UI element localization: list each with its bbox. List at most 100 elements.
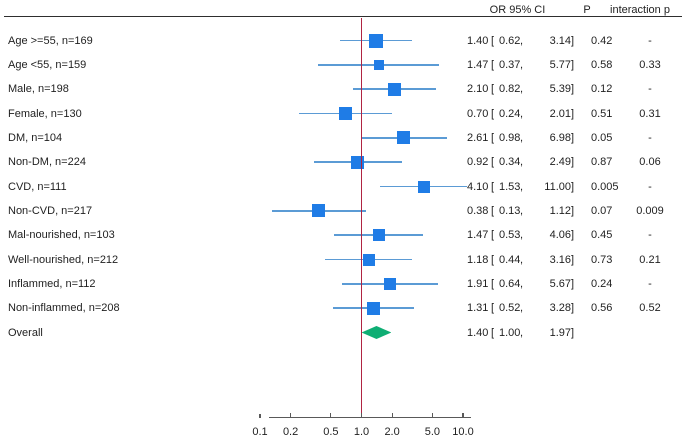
forest-row: Non-DM, n=224 0.92[0.34, 2.49] 0.87 0.06 (0, 150, 685, 174)
ci-bracket-open: [ (491, 204, 495, 217)
ci-bracket-open: [ (491, 34, 495, 47)
or-value: 1.40 (467, 34, 489, 47)
interaction-p-value: 0.31 (639, 107, 661, 120)
axis-tick (330, 412, 332, 419)
ci-bracket-open: [ (491, 58, 495, 71)
ci-bracket-close: ] (571, 253, 575, 266)
interaction-p-value: - (648, 131, 652, 144)
interaction-p-value: - (648, 229, 652, 242)
ci-bracket-open: [ (491, 180, 495, 193)
ci-high-value: 11.00 (544, 180, 571, 193)
or-value: 0.92 (467, 156, 489, 169)
ci-bracket-open: [ (491, 253, 495, 266)
ci-bracket-close: ] (571, 131, 575, 144)
or-square-marker (417, 180, 430, 193)
axis-tick-label: 2.0 (384, 426, 400, 438)
ci-low-value: 0.24 (499, 107, 521, 120)
ci-bracket-close: ] (571, 229, 575, 242)
ci-comma: , (520, 180, 524, 193)
ci-high-value: 2.01 (549, 107, 571, 120)
ci-bracket-close: ] (571, 277, 575, 290)
axis-tick (360, 412, 363, 419)
header-divider-line (4, 16, 682, 18)
ci-bracket-open: [ (491, 156, 495, 169)
ci-bracket-open: [ (491, 229, 495, 242)
axis-tick-label: 0.2 (282, 426, 299, 438)
ci-comma: , (520, 131, 524, 144)
forest-row: Female, n=130 0.70[0.24, 2.01] 0.51 0.31 (0, 102, 685, 126)
p-value: 0.45 (591, 229, 613, 242)
or-square-marker (339, 107, 353, 120)
or-value: 1.40 (467, 326, 489, 339)
axis-tick (431, 412, 433, 419)
axis-tick-label: 0.1 (252, 426, 268, 438)
row-label: Age >=55, n=169 (8, 34, 93, 47)
ci-comma: , (520, 253, 524, 266)
ci-bracket-close: ] (571, 180, 575, 193)
interaction-p-value: 0.21 (639, 253, 661, 266)
ci-high-value: 5.77 (549, 58, 571, 71)
row-label: DM, n=104 (8, 131, 63, 144)
or-square-marker (372, 229, 385, 242)
ci-high-value: 5.67 (549, 277, 571, 290)
p-value: 0.005 (591, 180, 619, 193)
p-value: 0.24 (591, 277, 613, 290)
ci-high-value: 3.28 (549, 302, 571, 315)
p-value: 0.56 (591, 302, 613, 315)
axis-tick (290, 412, 292, 419)
row-label: Non-inflammed, n=208 (8, 302, 120, 315)
axis-tick (259, 413, 261, 418)
interaction-p-value: 0.009 (636, 204, 664, 217)
or-square-marker (387, 82, 401, 96)
ci-bracket-close: ] (571, 156, 575, 169)
or-value: 1.91 (467, 277, 489, 290)
ci-high-value: 1.97 (549, 326, 571, 339)
or-value: 2.10 (467, 83, 489, 96)
ci-bracket-close: ] (571, 34, 575, 47)
interaction-p-value: - (648, 277, 652, 290)
ci-high-value: 2.49 (549, 156, 571, 169)
ci-bracket-close: ] (571, 107, 575, 120)
row-label: Non-CVD, n=217 (8, 204, 93, 217)
axis-line (269, 417, 471, 419)
or-value: 1.47 (467, 58, 489, 71)
forest-row: Age <55, n=159 1.47[0.37, 5.77] 0.58 0.33 (0, 53, 685, 77)
row-label: Mal-nourished, n=103 (8, 229, 115, 242)
ci-comma: , (520, 277, 524, 290)
axis-tick-label: 10.0 (452, 426, 474, 438)
ci-bracket-open: [ (491, 83, 495, 96)
row-label: CVD, n=111 (8, 180, 67, 193)
row-label: Overall (8, 326, 43, 339)
ci-low-value: 0.82 (499, 83, 521, 96)
ci-comma: , (520, 302, 524, 315)
row-label: Age <55, n=159 (8, 58, 87, 71)
ci-bracket-open: [ (491, 277, 495, 290)
ci-comma: , (520, 34, 524, 47)
ci-low-value: 0.52 (499, 302, 521, 315)
or-value: 4.10 (467, 180, 489, 193)
ci-low-value: 0.64 (499, 277, 521, 290)
ci-low-value: 1.53 (499, 180, 521, 193)
row-label: Male, n=198 (8, 83, 69, 96)
row-label: Inflammed, n=112 (8, 277, 96, 290)
ci-bracket-close: ] (571, 83, 575, 96)
overall-diamond-marker (361, 326, 392, 339)
column-header-or-ci: OR 95% CI (489, 4, 546, 16)
or-value: 0.38 (467, 204, 489, 217)
forest-row: Male, n=198 2.10[0.82, 5.39] 0.12 - (0, 77, 685, 101)
ci-high-value: 4.06 (549, 229, 571, 242)
ci-high-value: 3.14 (549, 34, 571, 47)
ci-low-value: 0.98 (499, 131, 521, 144)
forest-row: Mal-nourished, n=103 1.47[0.53, 4.06] 0.45 - (0, 223, 685, 247)
interaction-p-value: - (648, 83, 652, 96)
p-value: 0.87 (591, 156, 613, 169)
interaction-p-value: 0.06 (639, 156, 661, 169)
or-square-marker (369, 33, 384, 48)
or-square-marker (312, 204, 326, 218)
or-square-marker (384, 277, 396, 290)
reference-line (360, 18, 363, 417)
ci-bracket-close: ] (571, 204, 575, 217)
ci-low-value: 0.53 (499, 229, 521, 242)
